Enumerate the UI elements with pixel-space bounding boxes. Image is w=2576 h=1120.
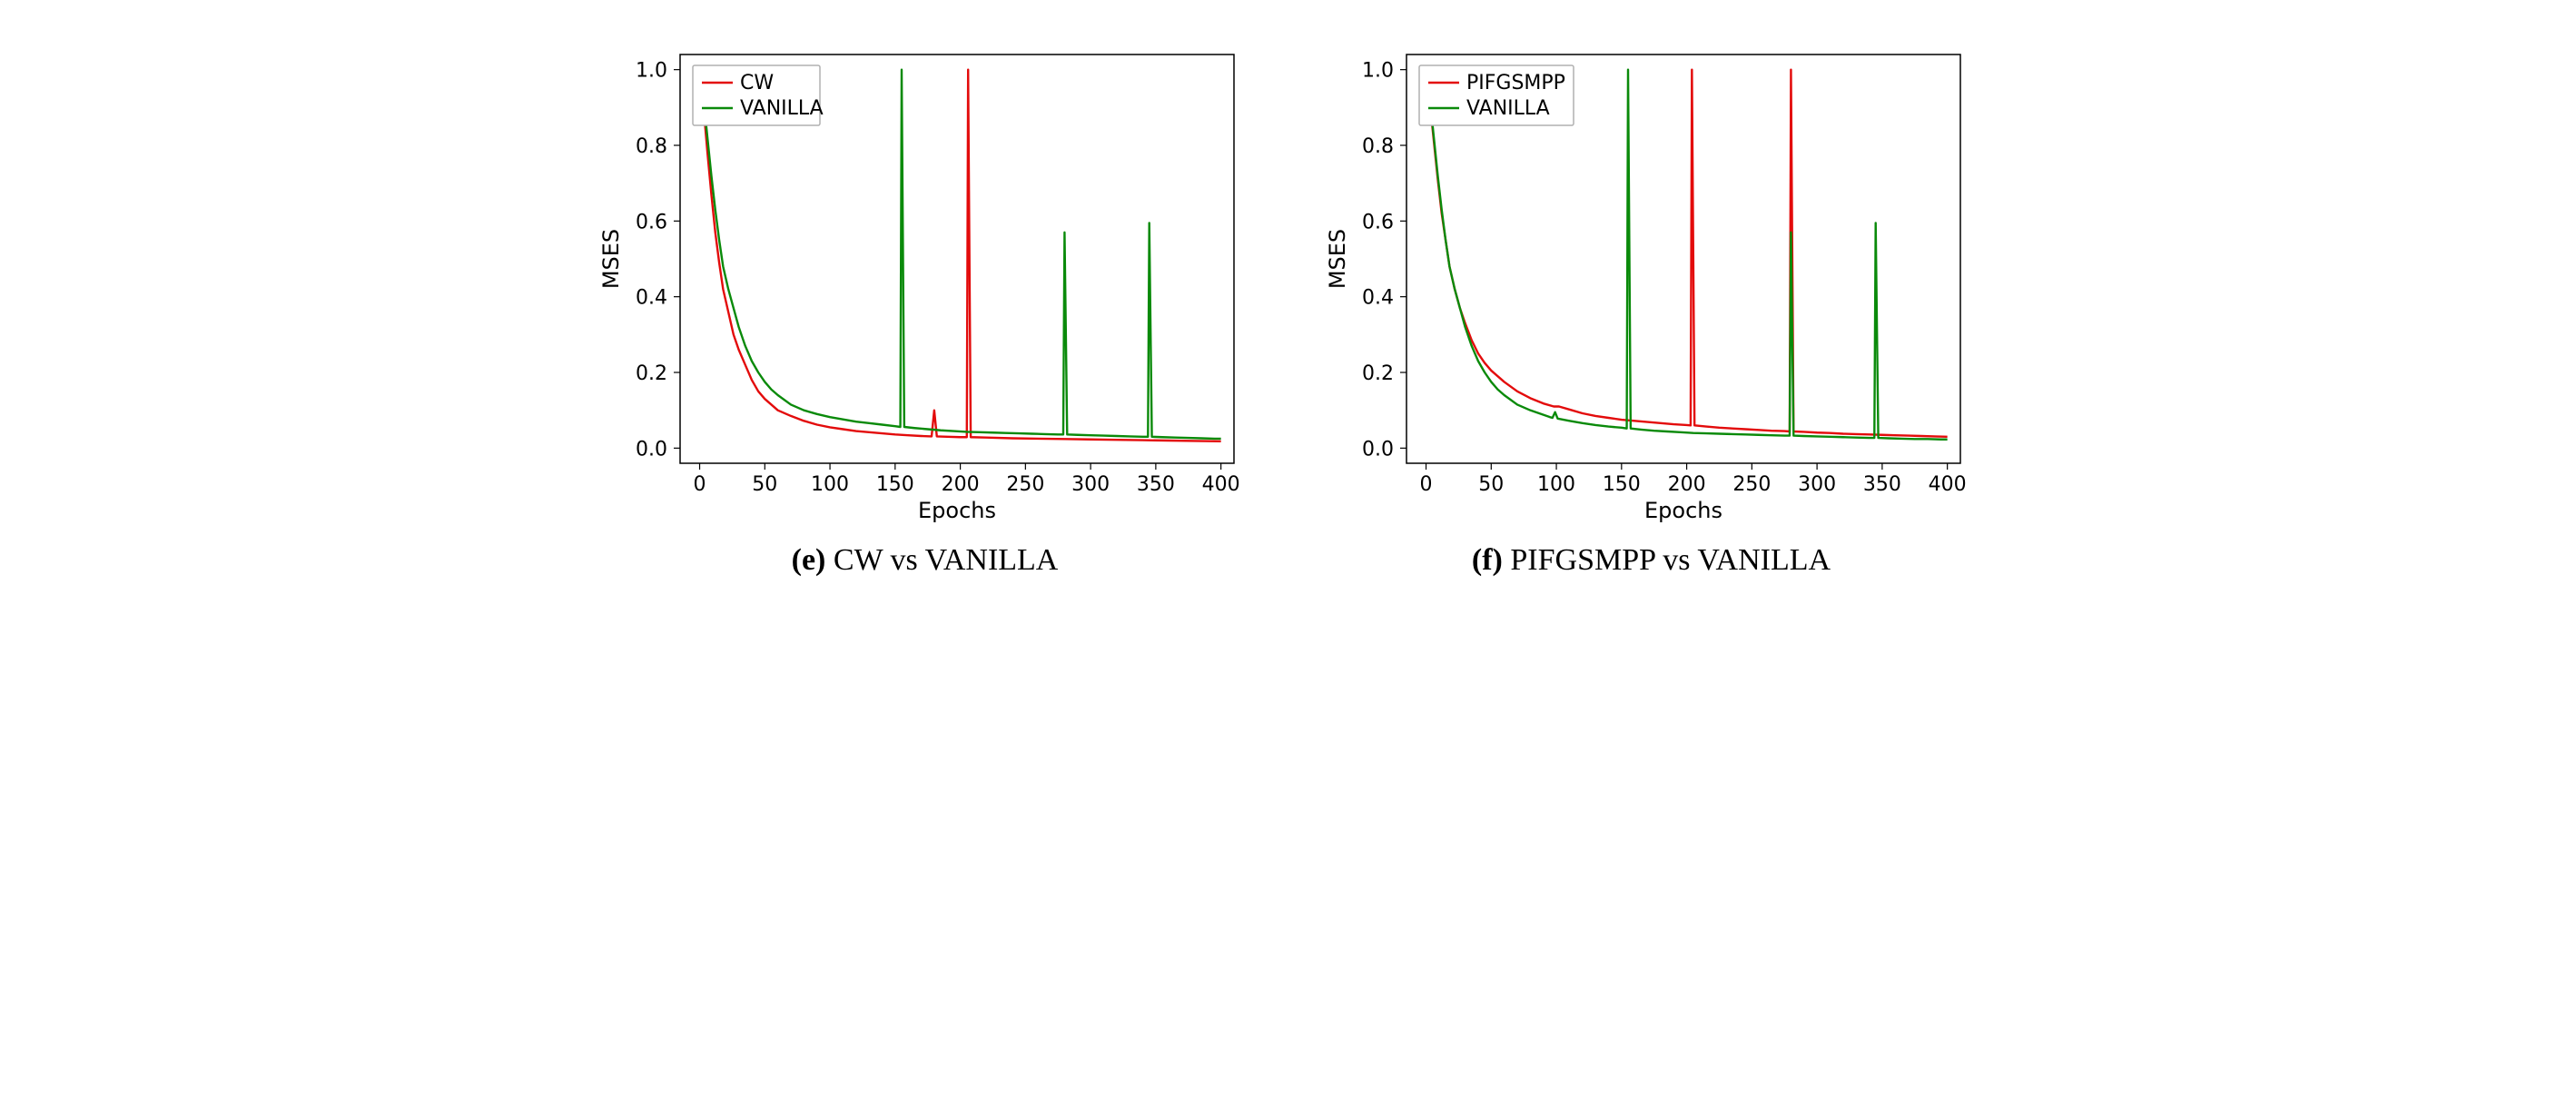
svg-text:0.0: 0.0 [1362, 438, 1394, 461]
chart-svg: 0 50 100 150 200 250 300 350 400 0.0 0.2 0.4 0.6 0.8 1… [598, 36, 1252, 527]
caption-f: (f) PIFGSMPP vs VANILLA [1472, 543, 1831, 578]
legend-label: PIFGSMPP [1466, 72, 1565, 94]
svg-text:100: 100 [1537, 473, 1575, 496]
caption-e: (e) CW vs VANILLA [792, 543, 1059, 578]
svg-text:0.4: 0.4 [636, 287, 667, 310]
svg-text:0.4: 0.4 [1362, 287, 1394, 310]
svg-text:50: 50 [1478, 473, 1504, 496]
svg-text:MSES: MSES [598, 229, 624, 289]
svg-text:0.6: 0.6 [1362, 211, 1394, 233]
caption-text: PIFGSMPP vs VANILLA [1510, 543, 1831, 577]
svg-text:300: 300 [1071, 473, 1110, 496]
caption-tag: (f) [1472, 543, 1503, 577]
chart-svg: 0 50 100 150 200 250 300 350 400 0.0 0.2 0.4 0.6 0.8 1… [1325, 36, 1979, 527]
chart-f: 0 50 100 150 200 250 300 350 400 0.0 0.2 0.4 0.6 0.8 1… [1325, 36, 1979, 527]
svg-text:1.0: 1.0 [636, 60, 667, 83]
panel-e: 0 50 100 150 200 250 300 350 400 0.0 0.2 0.4 0.6 0.8 1… [598, 36, 1252, 578]
legend-label: VANILLA [740, 97, 824, 120]
svg-text:Epochs: Epochs [1644, 498, 1722, 523]
svg-text:0.2: 0.2 [1362, 362, 1394, 385]
svg-text:200: 200 [941, 473, 979, 496]
svg-text:150: 150 [875, 473, 913, 496]
legend: PIFGSMPP VANILLA [1419, 65, 1574, 125]
panel-f: 0 50 100 150 200 250 300 350 400 0.0 0.2 0.4 0.6 0.8 1… [1325, 36, 1979, 578]
chart-e: 0 50 100 150 200 250 300 350 400 0.0 0.2 0.4 0.6 0.8 1… [598, 36, 1252, 527]
legend: CW VANILLA [693, 65, 824, 125]
svg-text:0.8: 0.8 [636, 135, 667, 158]
svg-text:200: 200 [1667, 473, 1705, 496]
caption-tag: (e) [792, 543, 826, 577]
svg-text:150: 150 [1602, 473, 1640, 496]
svg-text:1.0: 1.0 [1362, 60, 1394, 83]
legend-label: VANILLA [1466, 97, 1550, 120]
legend-label: CW [740, 72, 774, 94]
svg-text:0.0: 0.0 [636, 438, 667, 461]
svg-text:350: 350 [1136, 473, 1174, 496]
svg-text:MSES: MSES [1325, 229, 1350, 289]
figure-row: 0 50 100 150 200 250 300 350 400 0.0 0.2 0.4 0.6 0.8 1… [0, 0, 2576, 596]
svg-text:350: 350 [1862, 473, 1900, 496]
svg-text:250: 250 [1006, 473, 1044, 496]
svg-text:0.6: 0.6 [636, 211, 667, 233]
svg-text:300: 300 [1798, 473, 1836, 496]
svg-text:100: 100 [811, 473, 849, 496]
svg-text:400: 400 [1201, 473, 1239, 496]
svg-text:Epochs: Epochs [918, 498, 996, 523]
svg-text:250: 250 [1732, 473, 1771, 496]
svg-text:0.8: 0.8 [1362, 135, 1394, 158]
caption-text: CW vs VANILLA [834, 543, 1058, 577]
svg-text:0: 0 [1419, 473, 1432, 496]
svg-text:50: 50 [752, 473, 777, 496]
svg-text:0.2: 0.2 [636, 362, 667, 385]
svg-text:400: 400 [1928, 473, 1966, 496]
svg-text:0: 0 [693, 473, 706, 496]
